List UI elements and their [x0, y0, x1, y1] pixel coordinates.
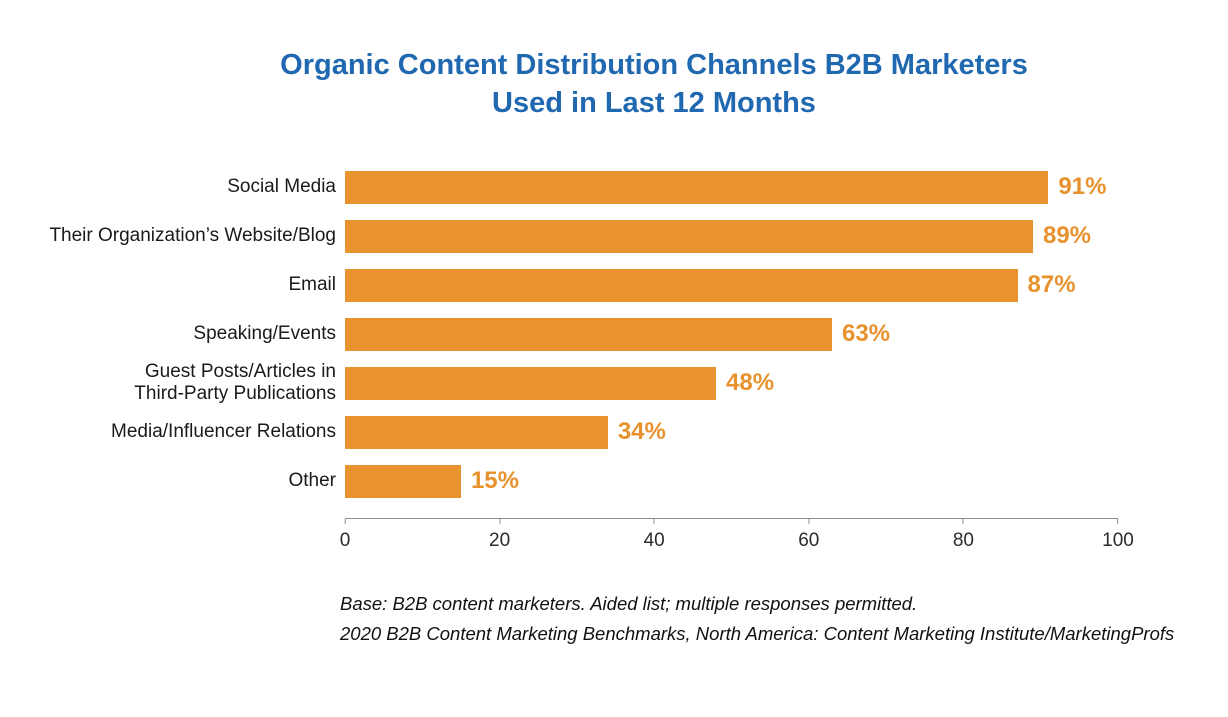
bar — [345, 415, 608, 449]
tick-mark — [344, 518, 346, 524]
chart-row: Speaking/Events 63% — [0, 310, 1228, 359]
tick-label: 40 — [643, 529, 665, 551]
chart-row: Guest Posts/Articles in Third-Party Publ… — [0, 359, 1228, 408]
bar-track: 48% — [345, 366, 1118, 400]
chart-row: Other 15% — [0, 457, 1228, 506]
chart-row: Media/Influencer Relations 34% — [0, 408, 1228, 457]
x-axis-tick: 20 — [489, 518, 511, 552]
bar — [345, 317, 832, 351]
footnotes: Base: B2B content marketers. Aided list;… — [340, 589, 1228, 650]
tick-mark — [808, 518, 810, 524]
bar — [345, 464, 461, 498]
bar — [345, 268, 1018, 302]
chart-rows: Social Media 91% Their Organization’s Webs… — [0, 163, 1228, 506]
tick-mark — [1117, 518, 1119, 524]
chart-title-line2: Used in Last 12 Months — [492, 87, 816, 120]
chart-row: Their Organization’s Website/Blog 89% — [0, 212, 1228, 261]
tick-label: 100 — [1102, 529, 1134, 551]
bar-track: 15% — [345, 464, 1118, 498]
footnote-source: 2020 B2B Content Marketing Benchmarks, N… — [340, 623, 1175, 645]
x-axis-ticks: 0 20 40 60 80 100 — [340, 518, 1134, 559]
bar-track: 89% — [345, 219, 1118, 253]
value-label: 91% — [1058, 173, 1107, 201]
category-label: Speaking/Events — [193, 323, 336, 345]
category-label: Other — [288, 470, 336, 492]
chart-title: Organic Content Distribution Channels B2… — [0, 0, 1228, 123]
bar — [345, 366, 717, 400]
x-axis-tick: 60 — [798, 518, 820, 552]
tick-label: 80 — [952, 529, 974, 551]
tick-label: 20 — [489, 529, 511, 551]
tick-mark — [653, 518, 655, 524]
bar-track: 63% — [345, 317, 1118, 351]
chart-row: Social Media 91% — [0, 163, 1228, 212]
bar-track: 87% — [345, 268, 1118, 302]
value-label: 87% — [1027, 271, 1076, 299]
category-label: Media/Influencer Relations — [111, 421, 336, 443]
x-axis-tick: 40 — [643, 518, 665, 552]
tick-label: 60 — [798, 529, 820, 551]
chart-title-line1: Organic Content Distribution Channels B2… — [280, 49, 1028, 81]
x-axis-line — [345, 517, 1118, 519]
x-axis-tick: 80 — [952, 518, 974, 552]
tick-label: 0 — [339, 529, 351, 551]
footnote-base: Base: B2B content marketers. Aided list;… — [340, 592, 918, 614]
bar — [345, 170, 1049, 204]
chart-row: Email 87% — [0, 261, 1228, 310]
value-label: 34% — [617, 418, 666, 446]
value-label: 63% — [841, 320, 891, 348]
value-label: 15% — [470, 467, 519, 495]
category-label: Social Media — [227, 176, 336, 198]
value-label: 48% — [726, 369, 775, 397]
x-axis: 0 20 40 60 80 100 — [340, 517, 1134, 559]
bar-track: 34% — [345, 415, 1118, 449]
bar — [345, 219, 1033, 253]
tick-mark — [962, 518, 964, 524]
x-axis-tick: 100 — [1102, 518, 1134, 552]
category-label: Guest Posts/Articles in Third-Party Publ… — [134, 361, 336, 405]
tick-mark — [499, 518, 501, 524]
category-label: Email — [288, 274, 336, 296]
x-axis-tick: 0 — [339, 518, 351, 552]
bar-chart: Social Media 91% Their Organization’s Webs… — [0, 163, 1228, 559]
bar-track: 91% — [345, 170, 1118, 204]
category-label: Their Organization’s Website/Blog — [49, 225, 336, 247]
value-label: 89% — [1042, 222, 1092, 250]
